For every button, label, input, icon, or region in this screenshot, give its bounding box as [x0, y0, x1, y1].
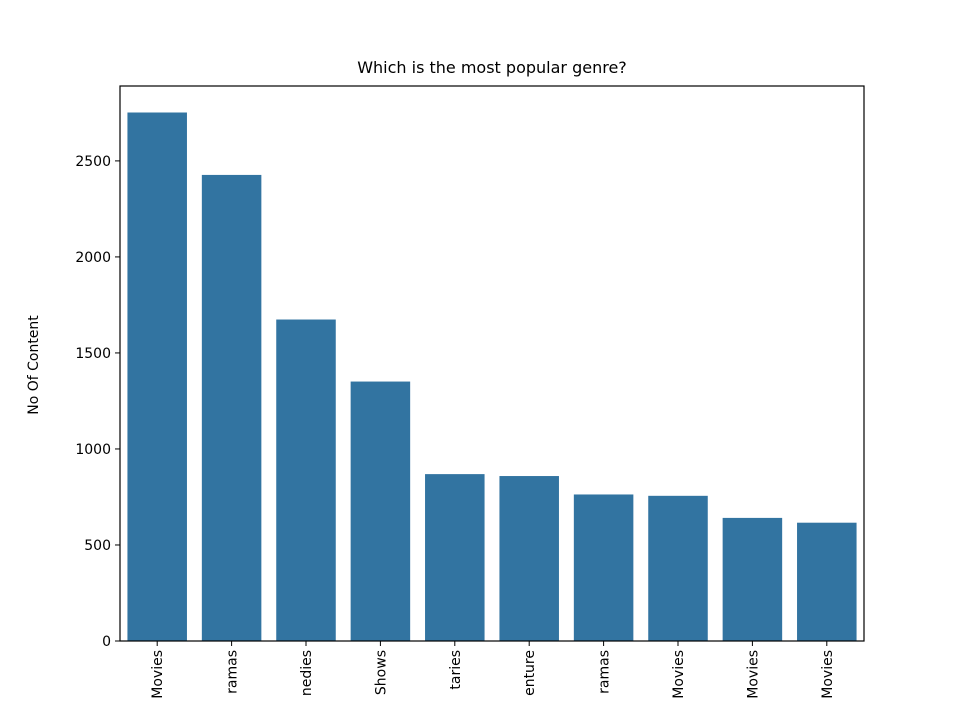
bar-7 — [573, 494, 634, 641]
y-tick-label: 1500 — [75, 346, 111, 362]
bars-group — [127, 112, 857, 642]
bar-4 — [350, 381, 411, 641]
y-tick-label: 500 — [84, 538, 111, 554]
bar-5 — [425, 474, 485, 641]
bar-9 — [722, 517, 783, 641]
x-tick-label: Shows — [373, 650, 389, 695]
y-tick-label: 2000 — [75, 250, 111, 266]
bar-8 — [648, 495, 708, 641]
bar-3 — [276, 319, 336, 641]
y-axis-label: No Of Content — [26, 315, 42, 415]
x-tick-label: Movies — [820, 650, 836, 699]
bar-2 — [201, 174, 262, 642]
y-axis-ticks: 0 500 1000 1500 2000 2500 — [75, 154, 120, 650]
y-tick-label: 0 — [102, 634, 111, 650]
x-tick-label: Movies — [150, 650, 166, 699]
x-tick-label: ramas — [225, 650, 241, 694]
plot-frame — [119, 85, 865, 642]
bar-10 — [797, 522, 857, 641]
bar-6 — [499, 476, 559, 641]
x-tick-label: Movies — [671, 650, 687, 699]
bar-1 — [127, 112, 187, 641]
x-tick-label: nedies — [299, 650, 315, 696]
y-tick-label: 2500 — [75, 154, 111, 170]
y-tick-label: 1000 — [75, 442, 111, 458]
x-axis-ticks: Movies ramas nedies Shows taries enture ramas M… — [150, 641, 836, 699]
chart-title: Which is the most popular genre? — [357, 58, 627, 77]
x-tick-label: ramas — [597, 650, 613, 694]
x-tick-label: enture — [522, 650, 538, 696]
x-tick-label: Movies — [745, 650, 761, 699]
x-tick-label: taries — [448, 650, 464, 690]
